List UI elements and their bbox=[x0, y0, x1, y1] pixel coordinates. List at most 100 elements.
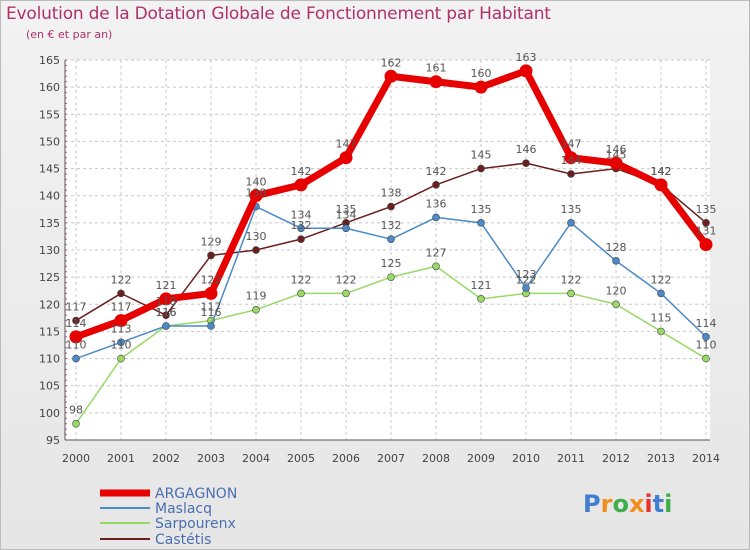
x-tick-label: 2004 bbox=[242, 452, 270, 465]
data-label-castetis: 132 bbox=[291, 219, 312, 232]
x-tick-label: 2011 bbox=[557, 452, 585, 465]
data-point-argagnon bbox=[294, 178, 308, 192]
data-point-maslacq bbox=[162, 322, 170, 330]
data-point-argagnon bbox=[519, 64, 533, 78]
x-tick-label: 2014 bbox=[692, 452, 720, 465]
logo-letter: o bbox=[612, 490, 629, 518]
data-point-argagnon bbox=[654, 178, 668, 192]
data-point-castetis bbox=[117, 289, 125, 298]
y-tick-label: 160 bbox=[39, 81, 60, 94]
legend-label-castetis: Castétis bbox=[155, 532, 211, 548]
data-label-argagnon: 147 bbox=[336, 138, 357, 151]
data-point-castetis bbox=[432, 181, 440, 189]
data-label-argagnon: 121 bbox=[156, 279, 177, 292]
data-point-castetis bbox=[297, 235, 305, 243]
data-label-maslacq: 134 bbox=[291, 208, 312, 221]
data-label-castetis: 138 bbox=[381, 187, 402, 200]
data-point-maslacq bbox=[477, 219, 485, 227]
data-point-maslacq bbox=[702, 333, 710, 341]
data-label-argagnon: 117 bbox=[111, 301, 132, 314]
data-label-sarpourenx: 98 bbox=[69, 404, 83, 417]
x-tick-label: 2003 bbox=[197, 452, 225, 465]
data-label-maslacq: 113 bbox=[111, 322, 132, 335]
data-point-maslacq bbox=[522, 284, 530, 292]
y-tick-label: 100 bbox=[39, 407, 60, 420]
data-point-argagnon bbox=[564, 151, 578, 165]
legend-label-sarpourenx: Sarpourenx bbox=[155, 516, 236, 532]
data-point-sarpourenx bbox=[342, 289, 350, 298]
data-label-argagnon: 161 bbox=[426, 62, 447, 75]
data-label-sarpourenx: 125 bbox=[381, 257, 402, 270]
data-label-maslacq: 116 bbox=[201, 306, 222, 319]
data-point-argagnon bbox=[114, 314, 128, 328]
data-point-argagnon bbox=[339, 151, 353, 165]
proxiti-logo: Proxiti bbox=[583, 490, 672, 518]
data-point-maslacq bbox=[387, 235, 395, 243]
data-label-castetis: 118 bbox=[156, 295, 177, 308]
data-label-sarpourenx: 121 bbox=[471, 279, 492, 292]
data-label-maslacq: 135 bbox=[561, 203, 582, 216]
data-point-argagnon bbox=[429, 75, 443, 89]
data-label-maslacq: 138 bbox=[246, 187, 267, 200]
y-tick-label: 95 bbox=[46, 434, 60, 447]
data-point-maslacq bbox=[567, 219, 575, 227]
data-label-castetis: 145 bbox=[606, 149, 627, 162]
data-point-argagnon bbox=[204, 286, 218, 300]
data-label-sarpourenx: 122 bbox=[516, 273, 537, 286]
data-label-sarpourenx: 122 bbox=[291, 273, 312, 286]
data-point-argagnon bbox=[384, 69, 398, 83]
data-label-castetis: 142 bbox=[426, 165, 447, 178]
data-point-castetis bbox=[702, 219, 710, 227]
x-tick-label: 2008 bbox=[422, 452, 450, 465]
data-label-sarpourenx: 110 bbox=[696, 339, 717, 352]
data-point-argagnon bbox=[699, 238, 713, 252]
data-label-argagnon: 142 bbox=[651, 165, 672, 178]
x-tick-label: 2006 bbox=[332, 452, 360, 465]
data-label-sarpourenx: 127 bbox=[426, 246, 447, 259]
data-point-argagnon bbox=[249, 189, 263, 203]
data-point-maslacq bbox=[612, 257, 620, 265]
x-tick-label: 2001 bbox=[107, 452, 135, 465]
data-label-castetis: 142 bbox=[651, 165, 672, 178]
data-label-sarpourenx: 115 bbox=[651, 311, 672, 324]
data-point-sarpourenx bbox=[432, 262, 440, 271]
data-point-maslacq bbox=[72, 354, 80, 363]
x-tick-label: 2000 bbox=[62, 452, 90, 465]
y-tick-label: 165 bbox=[39, 54, 60, 67]
data-point-sarpourenx bbox=[297, 289, 305, 298]
data-label-maslacq: 134 bbox=[336, 208, 357, 221]
legend-label-maslacq: Maslacq bbox=[155, 501, 212, 517]
data-label-argagnon: 146 bbox=[606, 143, 627, 156]
data-point-sarpourenx bbox=[117, 354, 125, 363]
data-label-maslacq: 132 bbox=[381, 219, 402, 232]
data-label-castetis: 144 bbox=[561, 154, 582, 167]
data-label-maslacq: 122 bbox=[651, 273, 672, 286]
x-tick-label: 2009 bbox=[467, 452, 495, 465]
x-tick-label: 2007 bbox=[377, 452, 405, 465]
data-label-sarpourenx: 122 bbox=[561, 273, 582, 286]
data-point-maslacq bbox=[342, 224, 350, 233]
legend-label-argagnon: ARGAGNON bbox=[155, 486, 237, 502]
x-tick-label: 2012 bbox=[602, 452, 630, 465]
logo-letter: x bbox=[628, 490, 645, 518]
data-label-argagnon: 147 bbox=[561, 138, 582, 151]
y-tick-label: 135 bbox=[39, 217, 60, 230]
data-point-castetis bbox=[252, 246, 260, 254]
y-tick-label: 105 bbox=[39, 380, 60, 393]
data-label-maslacq: 116 bbox=[156, 306, 177, 319]
data-label-argagnon: 114 bbox=[66, 317, 87, 330]
data-point-castetis bbox=[567, 170, 575, 178]
y-tick-label: 125 bbox=[39, 271, 60, 284]
data-point-sarpourenx bbox=[702, 354, 710, 363]
data-label-maslacq: 110 bbox=[66, 339, 87, 352]
data-point-sarpourenx bbox=[72, 419, 80, 428]
data-point-castetis bbox=[72, 316, 80, 325]
data-label-sarpourenx: 110 bbox=[111, 339, 132, 352]
data-point-castetis bbox=[477, 164, 485, 173]
data-point-sarpourenx bbox=[612, 300, 620, 309]
data-point-maslacq bbox=[297, 224, 305, 233]
data-label-maslacq: 123 bbox=[516, 268, 537, 281]
data-point-maslacq bbox=[657, 289, 665, 298]
data-label-sarpourenx: 119 bbox=[246, 290, 267, 303]
